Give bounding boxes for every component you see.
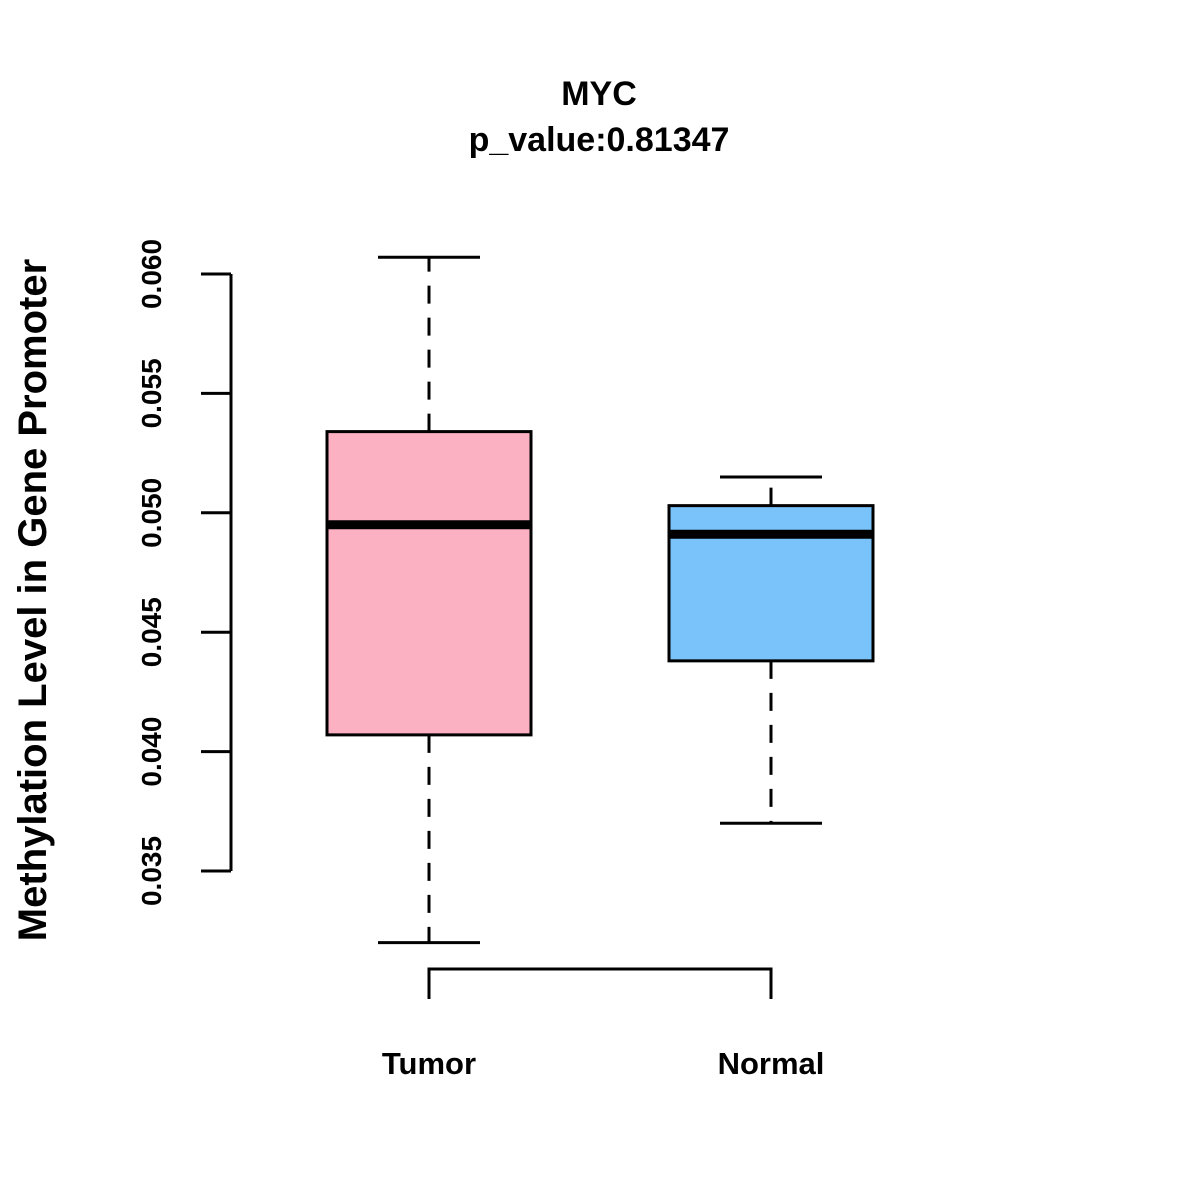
chart-title: MYC (561, 75, 637, 113)
y-tick-label: 0.035 (136, 836, 167, 906)
y-tick-label: 0.040 (136, 717, 167, 787)
y-tick-label: 0.050 (136, 478, 167, 548)
box-normal (667, 475, 875, 825)
box-body (667, 504, 875, 663)
box-tumor (325, 255, 533, 945)
x-category-label: Tumor (382, 1046, 476, 1081)
boxes-group (325, 255, 875, 945)
box-body (325, 430, 533, 737)
x-category-label: Normal (718, 1046, 825, 1081)
comparison-bracket (427, 967, 773, 999)
y-axis-label: Methylation Level in Gene Promoter (11, 259, 55, 941)
y-tick-label: 0.060 (136, 239, 167, 309)
bracket-line (427, 967, 773, 999)
y-tick-label: 0.045 (136, 597, 167, 667)
chart-subtitle: p_value:0.81347 (469, 121, 730, 159)
y-axis: 0.035 0.040 0.045 0.050 0.055 0.060 (136, 239, 233, 906)
y-tick-label: 0.055 (136, 358, 167, 428)
x-axis-labels: Tumor Normal (382, 1046, 824, 1081)
